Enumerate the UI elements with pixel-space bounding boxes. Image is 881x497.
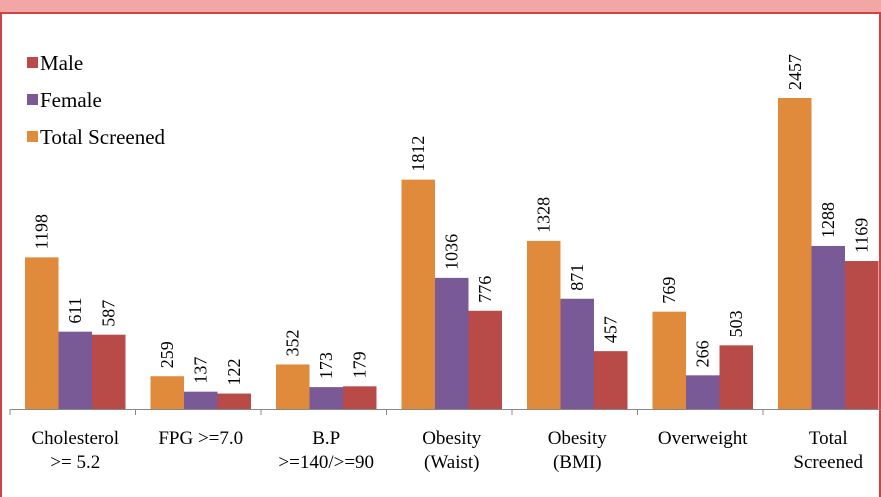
bar-total-screened-1 bbox=[150, 376, 184, 409]
bar-male-6 bbox=[845, 261, 879, 409]
category-label-4: Obesity bbox=[548, 428, 608, 449]
value-label-male-3: 776 bbox=[475, 276, 495, 303]
value-label-male-2: 179 bbox=[350, 351, 370, 378]
bar-male-5 bbox=[719, 345, 753, 409]
value-label-female-1: 137 bbox=[191, 357, 211, 384]
bar-total-screened-2 bbox=[276, 364, 310, 409]
bar-male-4 bbox=[594, 351, 628, 409]
value-label-male-6: 1169 bbox=[852, 218, 872, 253]
bar-total-screened-4 bbox=[527, 240, 561, 409]
legend-swatch-male bbox=[27, 57, 38, 68]
value-labels: 1198 611 587 259 137 122 352 173 179 1812 1036 776 1… bbox=[32, 54, 872, 386]
legend: Male Female Total Screened bbox=[27, 51, 166, 149]
bars bbox=[25, 98, 879, 409]
value-label-total-screened-3: 1812 bbox=[408, 136, 428, 172]
value-label-male-1: 122 bbox=[224, 359, 244, 386]
legend-label-male: Male bbox=[40, 51, 83, 75]
category-label-2: B.P bbox=[312, 428, 340, 449]
value-label-male-0: 587 bbox=[99, 300, 119, 327]
bar-female-1 bbox=[184, 391, 218, 409]
x-axis bbox=[9, 409, 881, 415]
bar-total-screened-3 bbox=[401, 179, 435, 409]
bar-total-screened-6 bbox=[778, 98, 812, 409]
value-label-total-screened-2: 352 bbox=[283, 329, 303, 356]
value-label-female-3: 1036 bbox=[442, 234, 462, 270]
legend-swatch-total-screened bbox=[27, 131, 38, 142]
value-label-total-screened-6: 2457 bbox=[785, 54, 805, 90]
value-label-female-5: 266 bbox=[693, 340, 713, 367]
value-label-male-5: 503 bbox=[726, 310, 746, 337]
bar-male-1 bbox=[217, 393, 251, 409]
category-label-5: Overweight bbox=[658, 428, 748, 449]
value-label-female-6: 1288 bbox=[818, 202, 838, 238]
value-label-total-screened-4: 1328 bbox=[534, 197, 554, 233]
bar-total-screened-5 bbox=[652, 311, 686, 409]
category-label-1: FPG >=7.0 bbox=[158, 428, 243, 449]
category-label-2: >=140/>=90 bbox=[278, 452, 374, 473]
bar-male-3 bbox=[468, 310, 502, 409]
bar-male-0 bbox=[92, 334, 126, 409]
bar-total-screened-0 bbox=[25, 257, 59, 409]
bar-female-0 bbox=[58, 331, 92, 409]
bar-female-3 bbox=[435, 277, 469, 409]
category-label-4: (BMI) bbox=[553, 452, 602, 473]
value-label-total-screened-1: 259 bbox=[157, 341, 177, 368]
bar-female-5 bbox=[686, 375, 720, 409]
value-label-female-4: 871 bbox=[567, 264, 587, 291]
category-label-6: Screened bbox=[793, 452, 863, 473]
legend-swatch-female bbox=[27, 94, 38, 105]
value-label-total-screened-5: 769 bbox=[659, 277, 679, 304]
legend-label-total-screened: Total Screened bbox=[40, 125, 166, 149]
value-label-total-screened-0: 1198 bbox=[32, 214, 52, 249]
value-label-female-2: 173 bbox=[316, 352, 336, 379]
category-label-6: Total bbox=[809, 428, 848, 449]
category-labels: Cholesterol >= 5.2 FPG >=7.0 B.P >=140/>=90 O… bbox=[31, 428, 863, 473]
bar-female-4 bbox=[560, 298, 594, 409]
bar-male-2 bbox=[343, 386, 377, 409]
top-banner bbox=[0, 0, 881, 14]
value-label-male-4: 457 bbox=[601, 316, 621, 343]
category-label-0: >= 5.2 bbox=[50, 452, 100, 473]
category-label-3: Obesity bbox=[422, 428, 482, 449]
category-label-3: (Waist) bbox=[424, 452, 479, 473]
legend-label-female: Female bbox=[40, 88, 102, 112]
category-label-0: Cholesterol bbox=[31, 428, 119, 449]
chart-frame bbox=[0, 14, 881, 497]
bar-female-6 bbox=[811, 245, 845, 409]
bar-female-2 bbox=[309, 387, 343, 409]
value-label-female-0: 611 bbox=[65, 297, 85, 323]
